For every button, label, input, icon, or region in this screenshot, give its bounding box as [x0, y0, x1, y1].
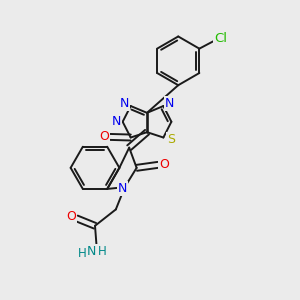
Text: Cl: Cl	[214, 32, 227, 45]
Text: H: H	[78, 247, 87, 260]
Text: O: O	[99, 130, 109, 143]
Text: N: N	[165, 97, 175, 110]
Text: N: N	[86, 244, 96, 258]
Text: N: N	[119, 97, 129, 110]
Text: H: H	[98, 244, 106, 258]
Text: O: O	[159, 158, 169, 171]
Text: N: N	[111, 115, 121, 128]
Text: O: O	[66, 210, 76, 224]
Text: S: S	[167, 133, 175, 146]
Text: N: N	[118, 182, 127, 195]
